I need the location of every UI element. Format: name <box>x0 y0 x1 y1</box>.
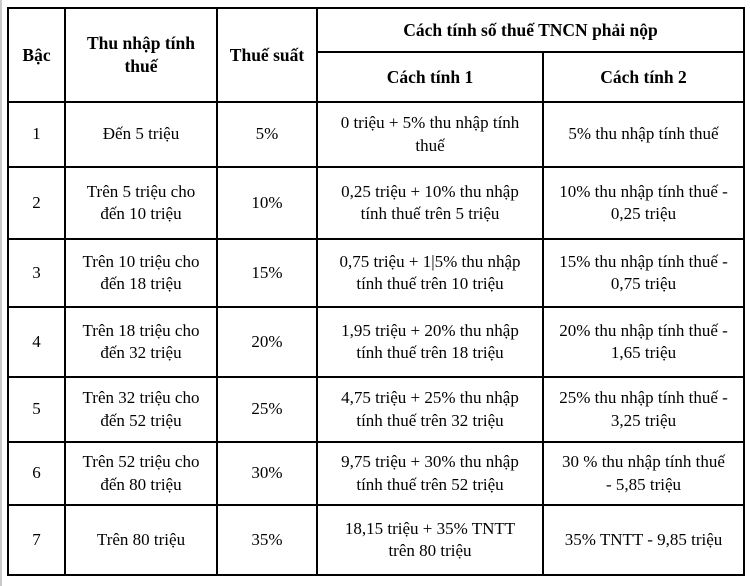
header-row-group: Bậc Thu nhập tính thuế Thuế suất Cách tí… <box>7 7 746 103</box>
cell-rate: 10% <box>216 166 318 240</box>
cell-rate: 5% <box>216 101 318 168</box>
cell-bac: 6 <box>7 441 66 506</box>
cell-method1: 18,15 triệu + 35% TNTT trên 80 triệu <box>316 504 544 576</box>
cell-method2: 20% thu nhập tính thuế - 1,65 triệu <box>541 306 746 378</box>
cell-method2: 5% thu nhập tính thuế <box>541 101 746 168</box>
cell-rate: 30% <box>216 441 318 506</box>
cell-income: Trên 80 triệu <box>64 504 218 576</box>
cell-method2: 25% thu nhập tính thuế - 3,25 triệu <box>541 376 746 443</box>
screen-edge-artifact <box>0 0 2 586</box>
cell-income: Trên 5 triệu cho đến 10 triệu <box>64 166 218 240</box>
cell-income: Trên 10 triệu cho đến 18 triệu <box>64 238 218 308</box>
cell-bac: 1 <box>7 101 66 168</box>
table-row: 7 Trên 80 triệu 35% 18,15 triệu + 35% TN… <box>7 504 746 576</box>
cell-method1: 0,25 triệu + 10% thu nhập tính thuế trên… <box>316 166 544 240</box>
table-row: 6 Trên 52 triệu cho đến 80 triệu 30% 9,7… <box>7 441 746 506</box>
cell-bac: 4 <box>7 306 66 378</box>
cell-method1: 4,75 triệu + 25% thu nhập tính thuế trên… <box>316 376 544 443</box>
cell-method2: 35% TNTT - 9,85 triệu <box>541 504 746 576</box>
cell-bac: 2 <box>7 166 66 240</box>
table-row: 2 Trên 5 triệu cho đến 10 triệu 10% 0,25… <box>7 166 746 240</box>
cell-bac: 3 <box>7 238 66 308</box>
cell-bac: 5 <box>7 376 66 443</box>
cell-income: Đến 5 triệu <box>64 101 218 168</box>
cell-rate: 35% <box>216 504 318 576</box>
header-income: Thu nhập tính thuế <box>64 7 218 103</box>
cell-method2: 30 % thu nhập tính thuế - 5,85 triệu <box>541 441 746 506</box>
cell-income: Trên 32 triệu cho đến 52 triệu <box>64 376 218 443</box>
header-method1: Cách tính 1 <box>316 51 544 103</box>
cell-method2: 15% thu nhập tính thuế - 0,75 triệu <box>541 238 746 308</box>
table-row: 4 Trên 18 triệu cho đến 32 triệu 20% 1,9… <box>7 306 746 378</box>
header-bac: Bậc <box>7 7 66 103</box>
cell-rate: 20% <box>216 306 318 378</box>
cell-income: Trên 52 triệu cho đến 80 triệu <box>64 441 218 506</box>
table-row: 1 Đến 5 triệu 5% 0 triệu + 5% thu nhập t… <box>7 101 746 168</box>
cell-method1: 1,95 triệu + 20% thu nhập tính thuế trên… <box>316 306 544 378</box>
table-row: 5 Trên 32 triệu cho đến 52 triệu 25% 4,7… <box>7 376 746 443</box>
header-row-methods: Cách tính 1 Cách tính 2 <box>8 51 746 103</box>
tax-bracket-table: Bậc Thu nhập tính thuế Thuế suất Cách tí… <box>7 7 746 576</box>
cell-income: Trên 18 triệu cho đến 32 triệu <box>64 306 218 378</box>
cell-method2: 10% thu nhập tính thuế - 0,25 triệu <box>541 166 746 240</box>
header-method-group: Cách tính số thuế TNCN phải nộp <box>315 7 746 53</box>
cell-method1: 0,75 triệu + 1|5% thu nhập tính thuế trê… <box>316 238 544 308</box>
header-rate: Thuế suất <box>216 7 318 103</box>
cell-method1: 9,75 triệu + 30% thu nhập tính thuế trên… <box>316 441 544 506</box>
cell-rate: 15% <box>216 238 318 308</box>
cell-rate: 25% <box>216 376 318 443</box>
cell-method1: 0 triệu + 5% thu nhập tính thuế <box>316 101 544 168</box>
header-method2: Cách tính 2 <box>541 51 746 103</box>
cell-bac: 7 <box>7 504 66 576</box>
table-row: 3 Trên 10 triệu cho đến 18 triệu 15% 0,7… <box>7 238 746 308</box>
